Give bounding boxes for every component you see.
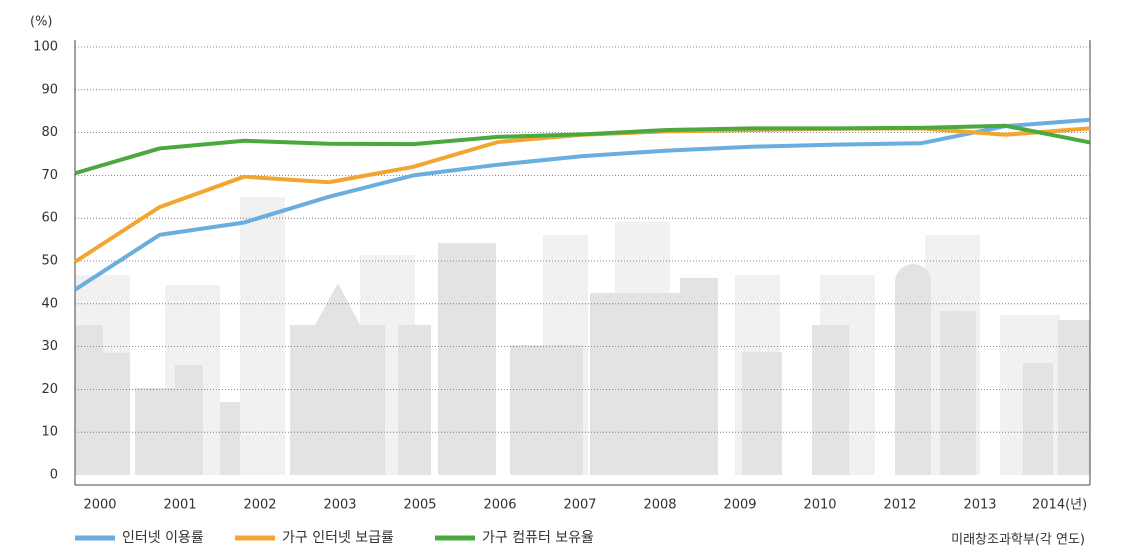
x-tick-label: 2006 bbox=[483, 498, 516, 513]
line-series bbox=[74, 123, 1091, 176]
legend-label: 인터넷 이용률 bbox=[122, 530, 204, 546]
y-tick-label: 90 bbox=[41, 82, 58, 97]
y-tick-label: 30 bbox=[41, 339, 58, 354]
x-tick-label: 2005 bbox=[403, 498, 436, 513]
y-tick-label: 20 bbox=[41, 382, 58, 397]
x-tick-label: 2014(년) bbox=[1032, 498, 1087, 513]
legend-label: 가구 인터넷 보급률 bbox=[282, 530, 394, 546]
x-tick-label: 2000 bbox=[83, 498, 116, 513]
y-tick-label: 50 bbox=[41, 254, 58, 269]
legend-label: 가구 컴퓨터 보유율 bbox=[482, 530, 594, 546]
x-tick-label: 2003 bbox=[323, 498, 356, 513]
x-tick-label: 2012 bbox=[883, 498, 916, 513]
line-series bbox=[73, 117, 1091, 292]
x-tick-label: 2010 bbox=[803, 498, 836, 513]
y-tick-label: 40 bbox=[41, 296, 58, 311]
x-tick-label: 2008 bbox=[643, 498, 676, 513]
x-tick-label: 2007 bbox=[563, 498, 596, 513]
x-tick-label: 2002 bbox=[243, 498, 276, 513]
y-tick-label: 60 bbox=[41, 211, 58, 226]
y-axis-label: (%) bbox=[30, 15, 53, 30]
y-tick-label: 80 bbox=[41, 125, 58, 140]
y-tick-label: 10 bbox=[41, 425, 58, 440]
source: 미래창조과학부(각 연도) bbox=[951, 533, 1085, 548]
y-tick-label: 70 bbox=[41, 168, 58, 183]
x-tick-label: 2013 bbox=[963, 498, 996, 513]
x-tick-label: 2001 bbox=[163, 498, 196, 513]
skyline bbox=[75, 197, 1090, 475]
x-tick-label: 2009 bbox=[723, 498, 756, 513]
y-tick-label: 0 bbox=[50, 468, 58, 483]
y-tick-label: 100 bbox=[33, 40, 58, 55]
